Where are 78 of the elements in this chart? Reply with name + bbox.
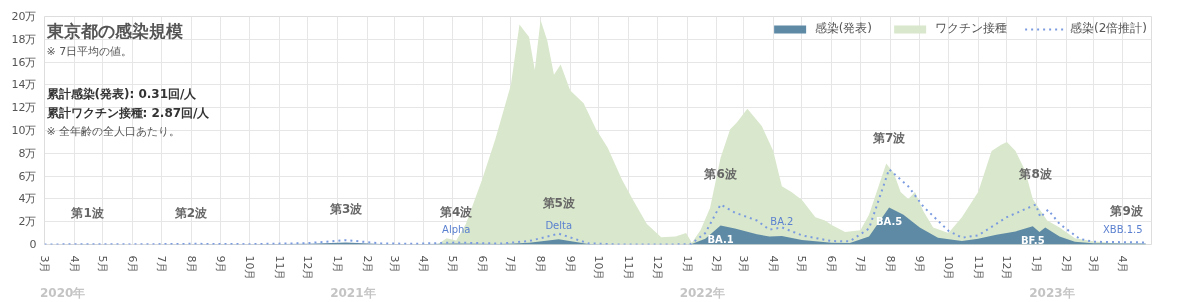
x-tick-label: 2月 [360,255,374,274]
x-tick-label: 12月 [650,255,664,281]
annotation: 第7波 [871,131,907,146]
annotation: BA.2 [770,216,794,228]
x-tick-label: 12月 [301,255,315,281]
annotation: 第5波 [541,195,576,210]
x2-tick-label: 2020年 [40,285,86,300]
y-tick-label: 10万 [11,124,37,137]
x-tick-label: 9月 [563,255,577,274]
x-tick-label: 5月 [96,255,110,274]
x-tick-label: 11月 [971,255,985,281]
y-tick-label: 12万 [11,101,37,115]
y-tick-label: 6万 [18,169,37,183]
y-tick-label: 2万 [18,215,37,229]
x-tick-label: 5月 [795,255,809,274]
x-tick-label: 9月 [214,255,228,274]
annotation: BF.5 [1020,234,1045,246]
x-tick-label: 6月 [825,255,839,274]
x-tick-label: 7月 [853,255,867,274]
x-tick-label: 7月 [504,255,518,274]
legend-label: 感染(発表) [814,20,872,37]
x-tick-label: 1月 [331,255,345,274]
annotation: Alpha [442,223,471,235]
y-tick-label: 14万 [11,78,37,92]
x-tick-label: 4月 [417,255,431,274]
annotation: 第1波 [70,206,105,221]
annotation: 第8波 [1018,166,1053,181]
annotation: XBB.1.5 [1102,224,1143,236]
annotation: 第4波 [439,204,474,219]
x2-tick-label: 2021年 [330,285,376,300]
x-tick-label: 1月 [680,255,694,274]
x-tick-label: 7月 [154,255,168,274]
x-tick-label: 10月 [242,255,256,281]
annotation: 第9波 [1109,204,1144,219]
line-series [44,168,1147,245]
annotation: BA.5 [875,215,903,227]
x2-tick-label: 2022年 [679,285,726,300]
legend-label: 感染(2倍推計) [1070,20,1147,37]
annotation: 累計ワクチン接種: 2.87回/人 [45,106,211,121]
x-tick-label: 2月 [1059,255,1073,274]
annotation: Delta [545,219,573,231]
legend-label: ワクチン接種 [935,20,1007,37]
y-tick-label: 18万 [11,32,37,46]
x-tick-label: 4月 [766,255,780,274]
y-tick-label: 4万 [18,192,37,206]
x-tick-label: 3月 [38,255,51,274]
chart-title: 東京都の感染規模 [45,21,183,42]
text: ※ 7日平均の値。 [46,45,133,59]
x-tick-label: 6月 [475,255,489,274]
x-tick-label: 11月 [272,255,286,281]
x-tick-label: 11月 [622,255,636,281]
annotation: ※ 全年齢の全人口あたり。 [46,125,181,139]
annotation: 累計感染(発表): 0.31回/人 [45,87,198,102]
x-tick-label: 1月 [1030,255,1044,274]
annotation: 第3波 [328,202,364,217]
annotation: 第2波 [173,205,209,220]
x-tick-label: 4月 [1116,255,1130,274]
x-tick-label: 10月 [592,255,606,281]
y-tick-label: 8万 [18,146,37,160]
x-tick-label: 3月 [387,255,401,274]
x-tick-label: 2月 [710,255,724,274]
x-tick-label: 12月 [1000,255,1014,281]
x-tick-label: 8月 [534,255,548,274]
x-tick-label: 5月 [445,255,459,274]
x-tick-label: 8月 [184,255,198,274]
x-tick-label: 3月 [737,255,751,274]
annotation: 第6波 [703,166,738,181]
x-tick-label: 10月 [941,255,955,281]
x-tick-label: 9月 [913,255,927,274]
y-tick-label: 0 [29,238,37,251]
x-tick-label: 4月 [67,255,81,274]
y-tick-label: 20万 [11,10,37,23]
annotation: BA.1 [707,233,734,245]
x-tick-label: 8月 [883,255,897,274]
x-tick-label: 3月 [1086,255,1100,274]
y-tick-label: 16万 [11,55,37,69]
x2-tick-label: 2023年 [1029,285,1075,300]
x-tick-label: 6月 [126,255,140,274]
